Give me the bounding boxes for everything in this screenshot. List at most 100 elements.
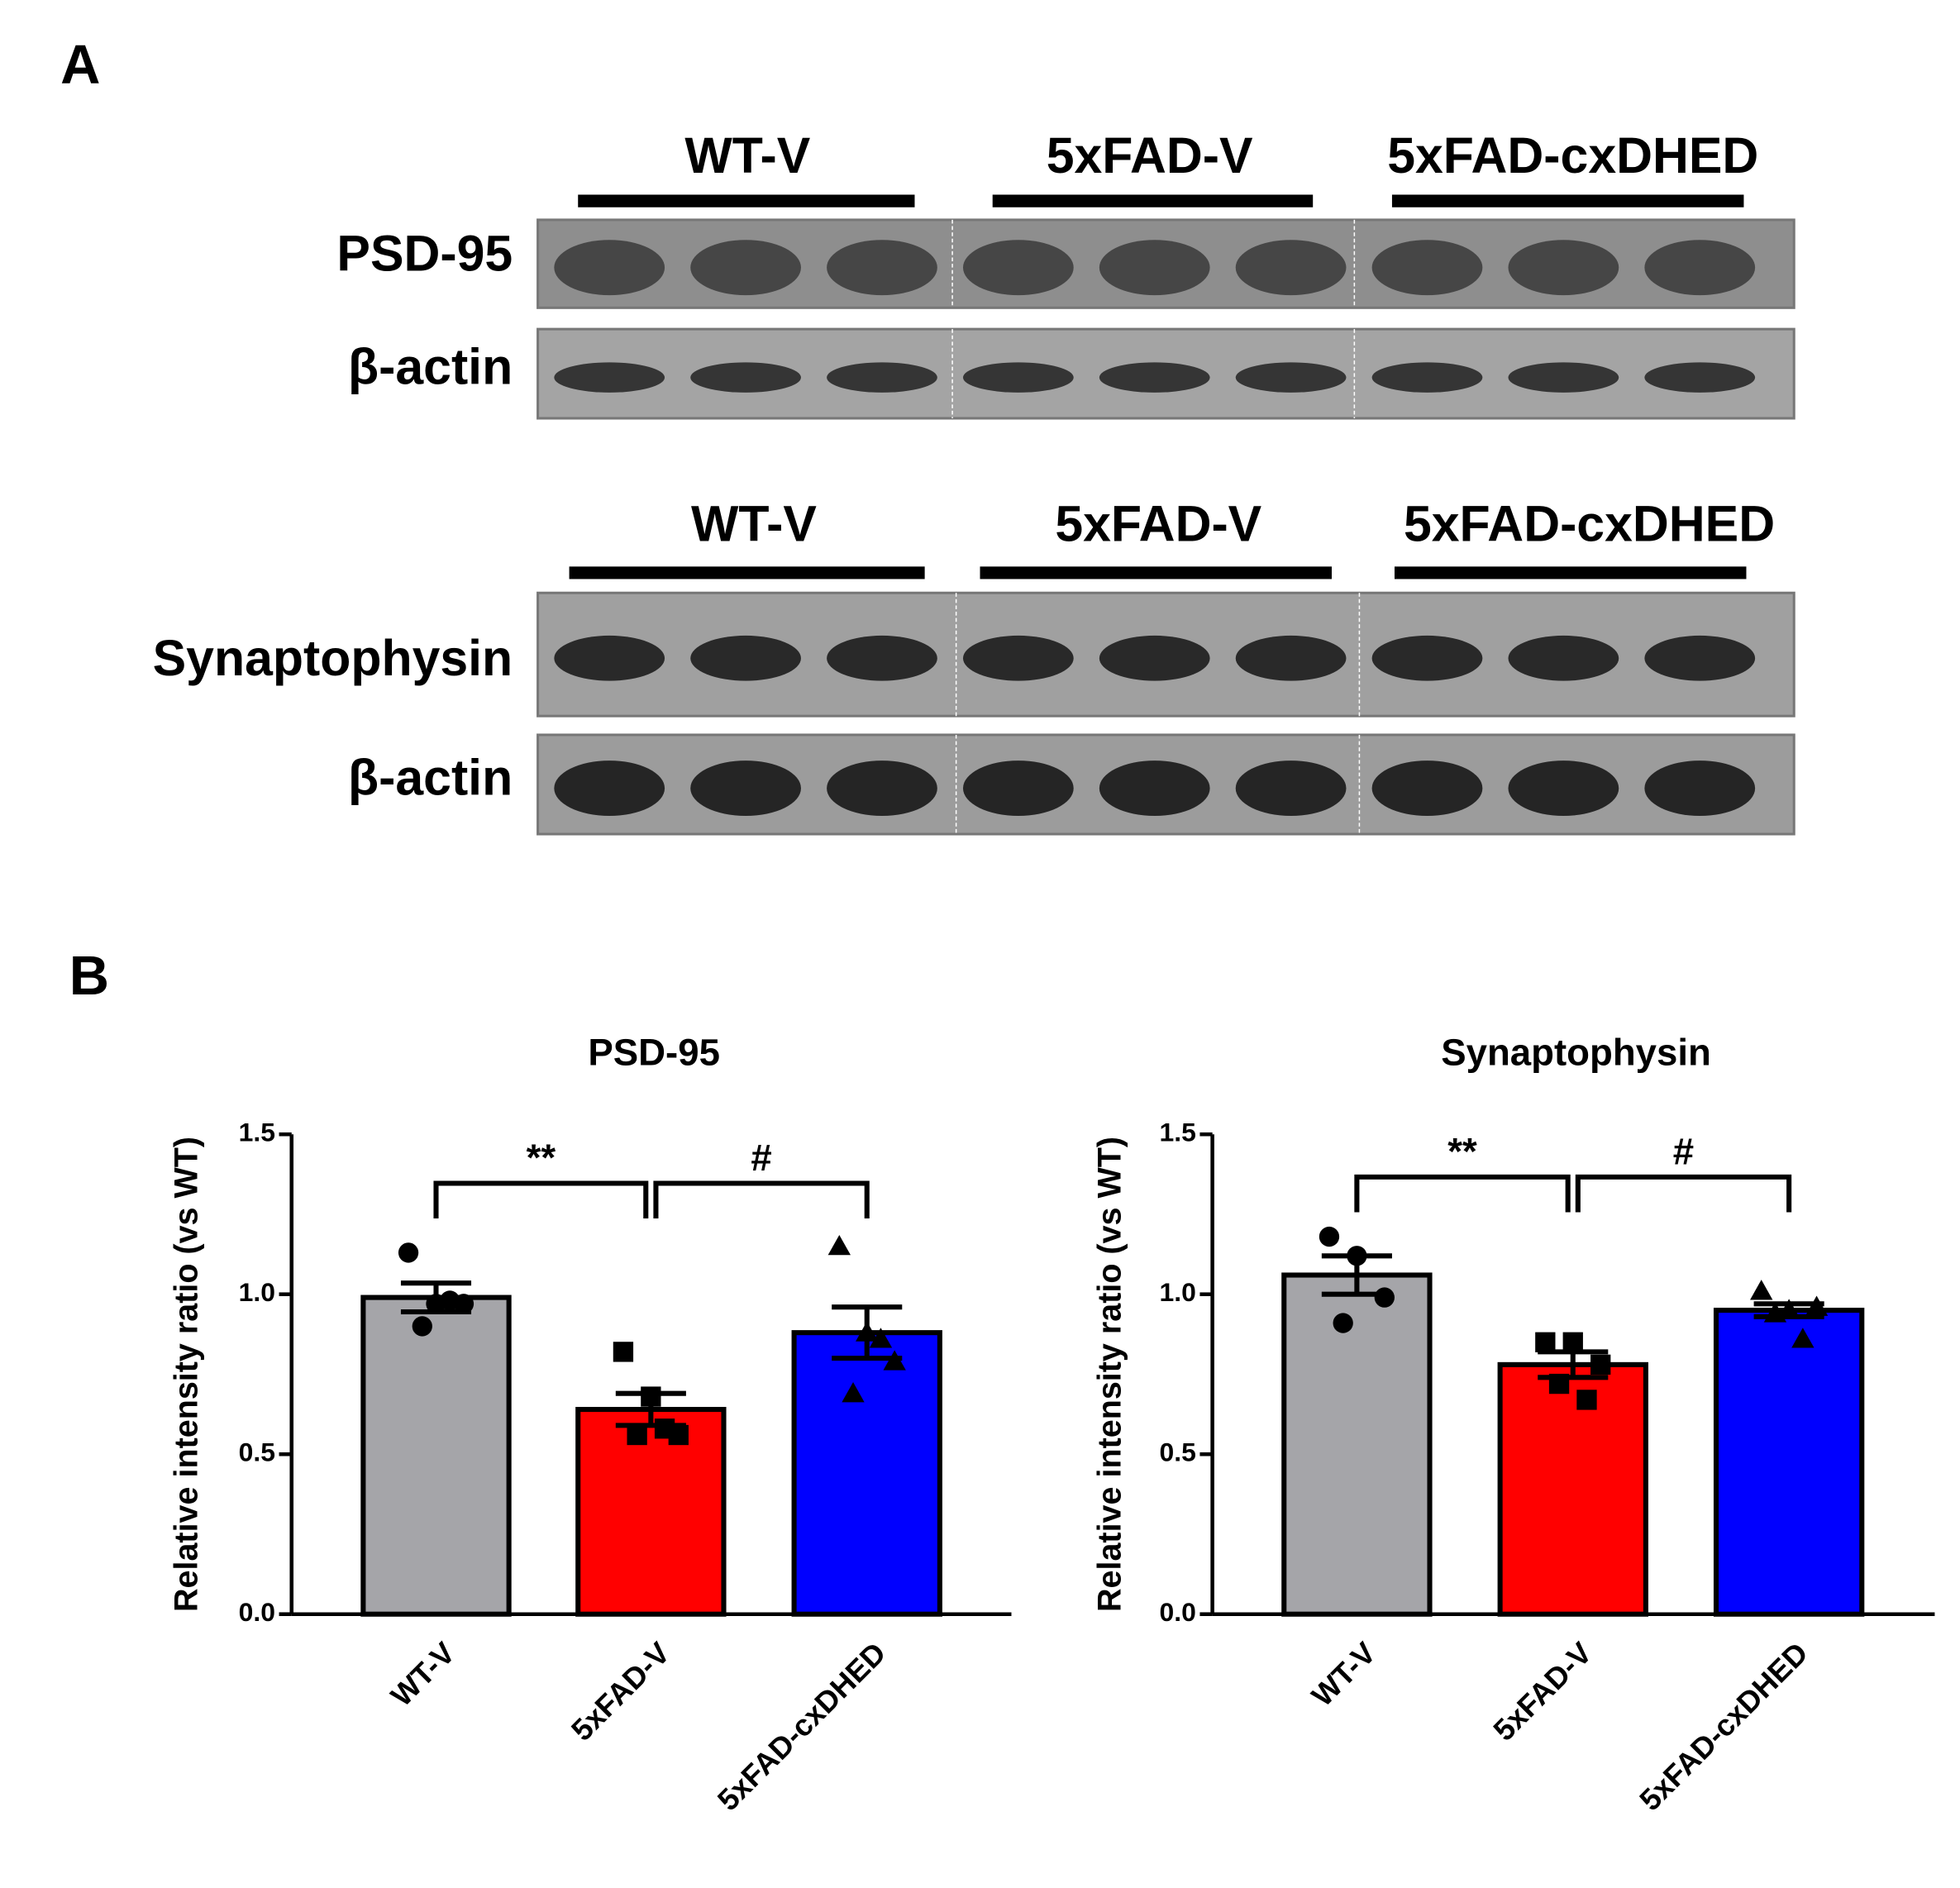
blot-band [1099,760,1210,816]
data-point [1562,1332,1583,1352]
panel-label: A [60,34,100,96]
row-label: β-actin [348,338,513,394]
y-axis-label: Relative intensity ratio (vs WT) [169,1137,205,1612]
row-label: β-actin [348,749,513,805]
data-point [1763,1302,1787,1323]
data-point [641,1386,661,1407]
significance-label: # [751,1137,771,1179]
blot-band [690,760,801,816]
blot-band [1099,240,1210,296]
x-tick-label: WT-V [384,1635,462,1713]
data-point [627,1424,647,1446]
data-point [1333,1313,1353,1333]
significance-bracket [653,1180,870,1219]
data-point [412,1316,432,1337]
blot-band [1508,240,1619,296]
blot-band [554,635,665,681]
row-label: PSD-95 [336,226,513,282]
blot-band [962,362,1074,393]
group-label: 5xFAD-cxDHED [1404,495,1775,551]
chart-title: PSD-95 [588,1032,720,1074]
significance-label: ** [1447,1131,1477,1173]
blot-band [554,362,665,393]
y-tick-label: 0.0 [239,1597,275,1627]
data-point [842,1382,865,1403]
data-point [1535,1332,1556,1352]
data-point [1347,1246,1367,1266]
significance-bracket [1575,1174,1792,1213]
significance-label: # [1673,1131,1694,1173]
x-tick-label: WT-V [1305,1635,1383,1713]
row-label: Synaptophysin [153,630,513,686]
blot-band [690,240,801,296]
blot-band [1508,635,1619,681]
group-label: 5xFAD-V [1055,495,1261,551]
panel-label: B [69,945,109,1007]
x-tick-label: 5xFAD-cxDHED [711,1636,893,1818]
y-tick-label: 1.5 [239,1118,275,1147]
blot-band [1371,760,1483,816]
x-tick-label: 5xFAD-cxDHED [1633,1636,1815,1818]
data-point [1777,1299,1800,1319]
blot-band [1644,240,1756,296]
data-point [1590,1354,1611,1375]
data-point [856,1321,879,1342]
blot-band [962,240,1074,296]
group-label: WT-V [684,127,810,184]
blot-band [690,362,801,393]
y-tick-label: 1.0 [239,1277,275,1307]
y-tick-label: 1.5 [1160,1118,1196,1147]
chart-title: Synaptophysin [1441,1032,1711,1074]
blot-band [1235,240,1347,296]
data-point [613,1342,634,1362]
y-tick-label: 1.0 [1160,1277,1196,1307]
blot-band [554,240,665,296]
blot-band [1508,362,1619,393]
bar [575,1407,727,1617]
bar [1713,1308,1865,1617]
significance-bracket [1354,1174,1571,1213]
blot-band [827,635,937,681]
data-point [1576,1390,1597,1410]
blot-band [554,760,665,816]
x-tick-label: 5xFAD-V [565,1635,677,1747]
data-point [1548,1373,1570,1395]
group-label: 5xFAD-V [1047,127,1253,184]
group-label: 5xFAD-cxDHED [1387,127,1758,184]
data-point [883,1350,906,1371]
data-point [440,1290,460,1311]
blot-band [690,635,801,681]
blot-band [827,362,937,393]
blot-band [827,240,937,296]
blot-band [962,760,1074,816]
y-tick-label: 0.5 [239,1437,275,1467]
data-point [1791,1328,1815,1348]
bar [1497,1361,1648,1617]
blot-band [1235,635,1347,681]
data-point [1374,1287,1395,1308]
data-point [869,1328,893,1348]
data-point [1805,1295,1829,1316]
blot-band [1235,362,1347,393]
y-tick-label: 0.5 [1160,1437,1196,1467]
data-point [654,1418,675,1439]
data-point [1319,1226,1340,1247]
blot-band [1371,635,1483,681]
blot-band [1099,635,1210,681]
data-point [827,1234,851,1256]
x-tick-label: 5xFAD-V [1486,1635,1599,1747]
blot-band [1508,760,1619,816]
y-tick-label: 0.0 [1160,1597,1196,1627]
blot-band [1644,635,1756,681]
bar [791,1330,942,1617]
data-point [398,1242,419,1263]
bar [360,1294,512,1617]
significance-bracket [433,1180,649,1219]
significance-label: ** [527,1137,556,1179]
blot-band [827,760,937,816]
blot-band [1644,760,1756,816]
bar [1281,1272,1433,1617]
group-label: WT-V [691,495,817,551]
blot-band [1644,362,1756,393]
